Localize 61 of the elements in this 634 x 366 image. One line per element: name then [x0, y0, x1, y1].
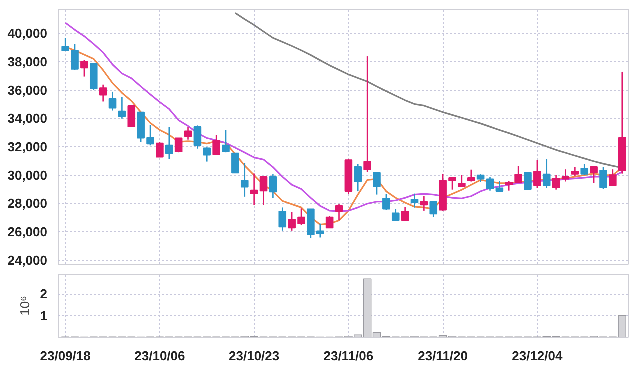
y-tick-label: 38,000: [8, 54, 48, 70]
candlestick: [590, 166, 598, 184]
x-tick-label: 23/11/20: [418, 348, 468, 364]
candlestick: [222, 129, 230, 154]
candlestick: [542, 158, 551, 189]
y-tick-label: 26,000: [8, 224, 48, 240]
x-tick-label: 23/11/06: [324, 348, 374, 364]
y-tick-label: 40,000: [8, 26, 48, 42]
candlestick: [364, 56, 372, 173]
candlestick: [552, 174, 560, 190]
y-tick-label: 28,000: [8, 196, 48, 212]
x-tick-label: 23/09/18: [40, 348, 91, 364]
candlestick: [260, 176, 268, 206]
y-tick-label: 36,000: [8, 82, 48, 98]
candlestick: [335, 204, 344, 222]
candlestick: [250, 173, 258, 206]
y-axis-title: 10⁶: [17, 296, 32, 316]
candlestick: [278, 207, 287, 232]
candlestick: [600, 166, 608, 190]
candlestick: [382, 193, 390, 211]
candlestick: [99, 84, 108, 102]
candlestick: [580, 163, 589, 176]
candlestick: [269, 174, 278, 200]
candlestick: [410, 193, 419, 208]
candlestick: [354, 163, 362, 192]
candlestick: [609, 168, 617, 186]
y-tick-label: 1: [40, 308, 48, 324]
y-tick-label: 32,000: [8, 139, 48, 154]
candlestick: [232, 152, 240, 174]
candlestick: [373, 172, 381, 196]
candlestick: [420, 196, 428, 212]
x-tick-label: 23/12/04: [512, 348, 564, 364]
y-tick-label: 2: [40, 286, 48, 302]
candlestick: [486, 176, 494, 192]
candlestick: [194, 125, 202, 150]
candlestick: [430, 201, 438, 218]
candlestick: [524, 172, 532, 190]
candlestick: [165, 126, 174, 160]
candlestick: [562, 168, 570, 182]
candlestick: [128, 105, 136, 128]
candlestick: [108, 91, 117, 112]
y-tick-label: 30,000: [8, 168, 48, 183]
candlestick: [80, 59, 88, 78]
candlestick: [326, 216, 334, 229]
candlestick: [212, 134, 220, 156]
candlestick: [184, 126, 192, 140]
candlestick: [240, 162, 249, 198]
candlestick: [118, 96, 126, 120]
candlestick: [401, 206, 410, 222]
y-tick-label: 34,000: [8, 111, 48, 126]
candlestick: [496, 180, 504, 192]
candlestick: [392, 208, 400, 222]
x-tick-label: 23/10/23: [229, 348, 280, 364]
y-tick-label: 24,000: [8, 252, 48, 268]
candlestick: [458, 174, 466, 188]
candlestick: [203, 146, 212, 162]
candlestick: [156, 142, 164, 158]
candlestick: [534, 160, 542, 189]
candlestick: [174, 138, 183, 154]
x-tick-label: 23/10/06: [134, 348, 186, 364]
candlestick: [467, 169, 476, 182]
